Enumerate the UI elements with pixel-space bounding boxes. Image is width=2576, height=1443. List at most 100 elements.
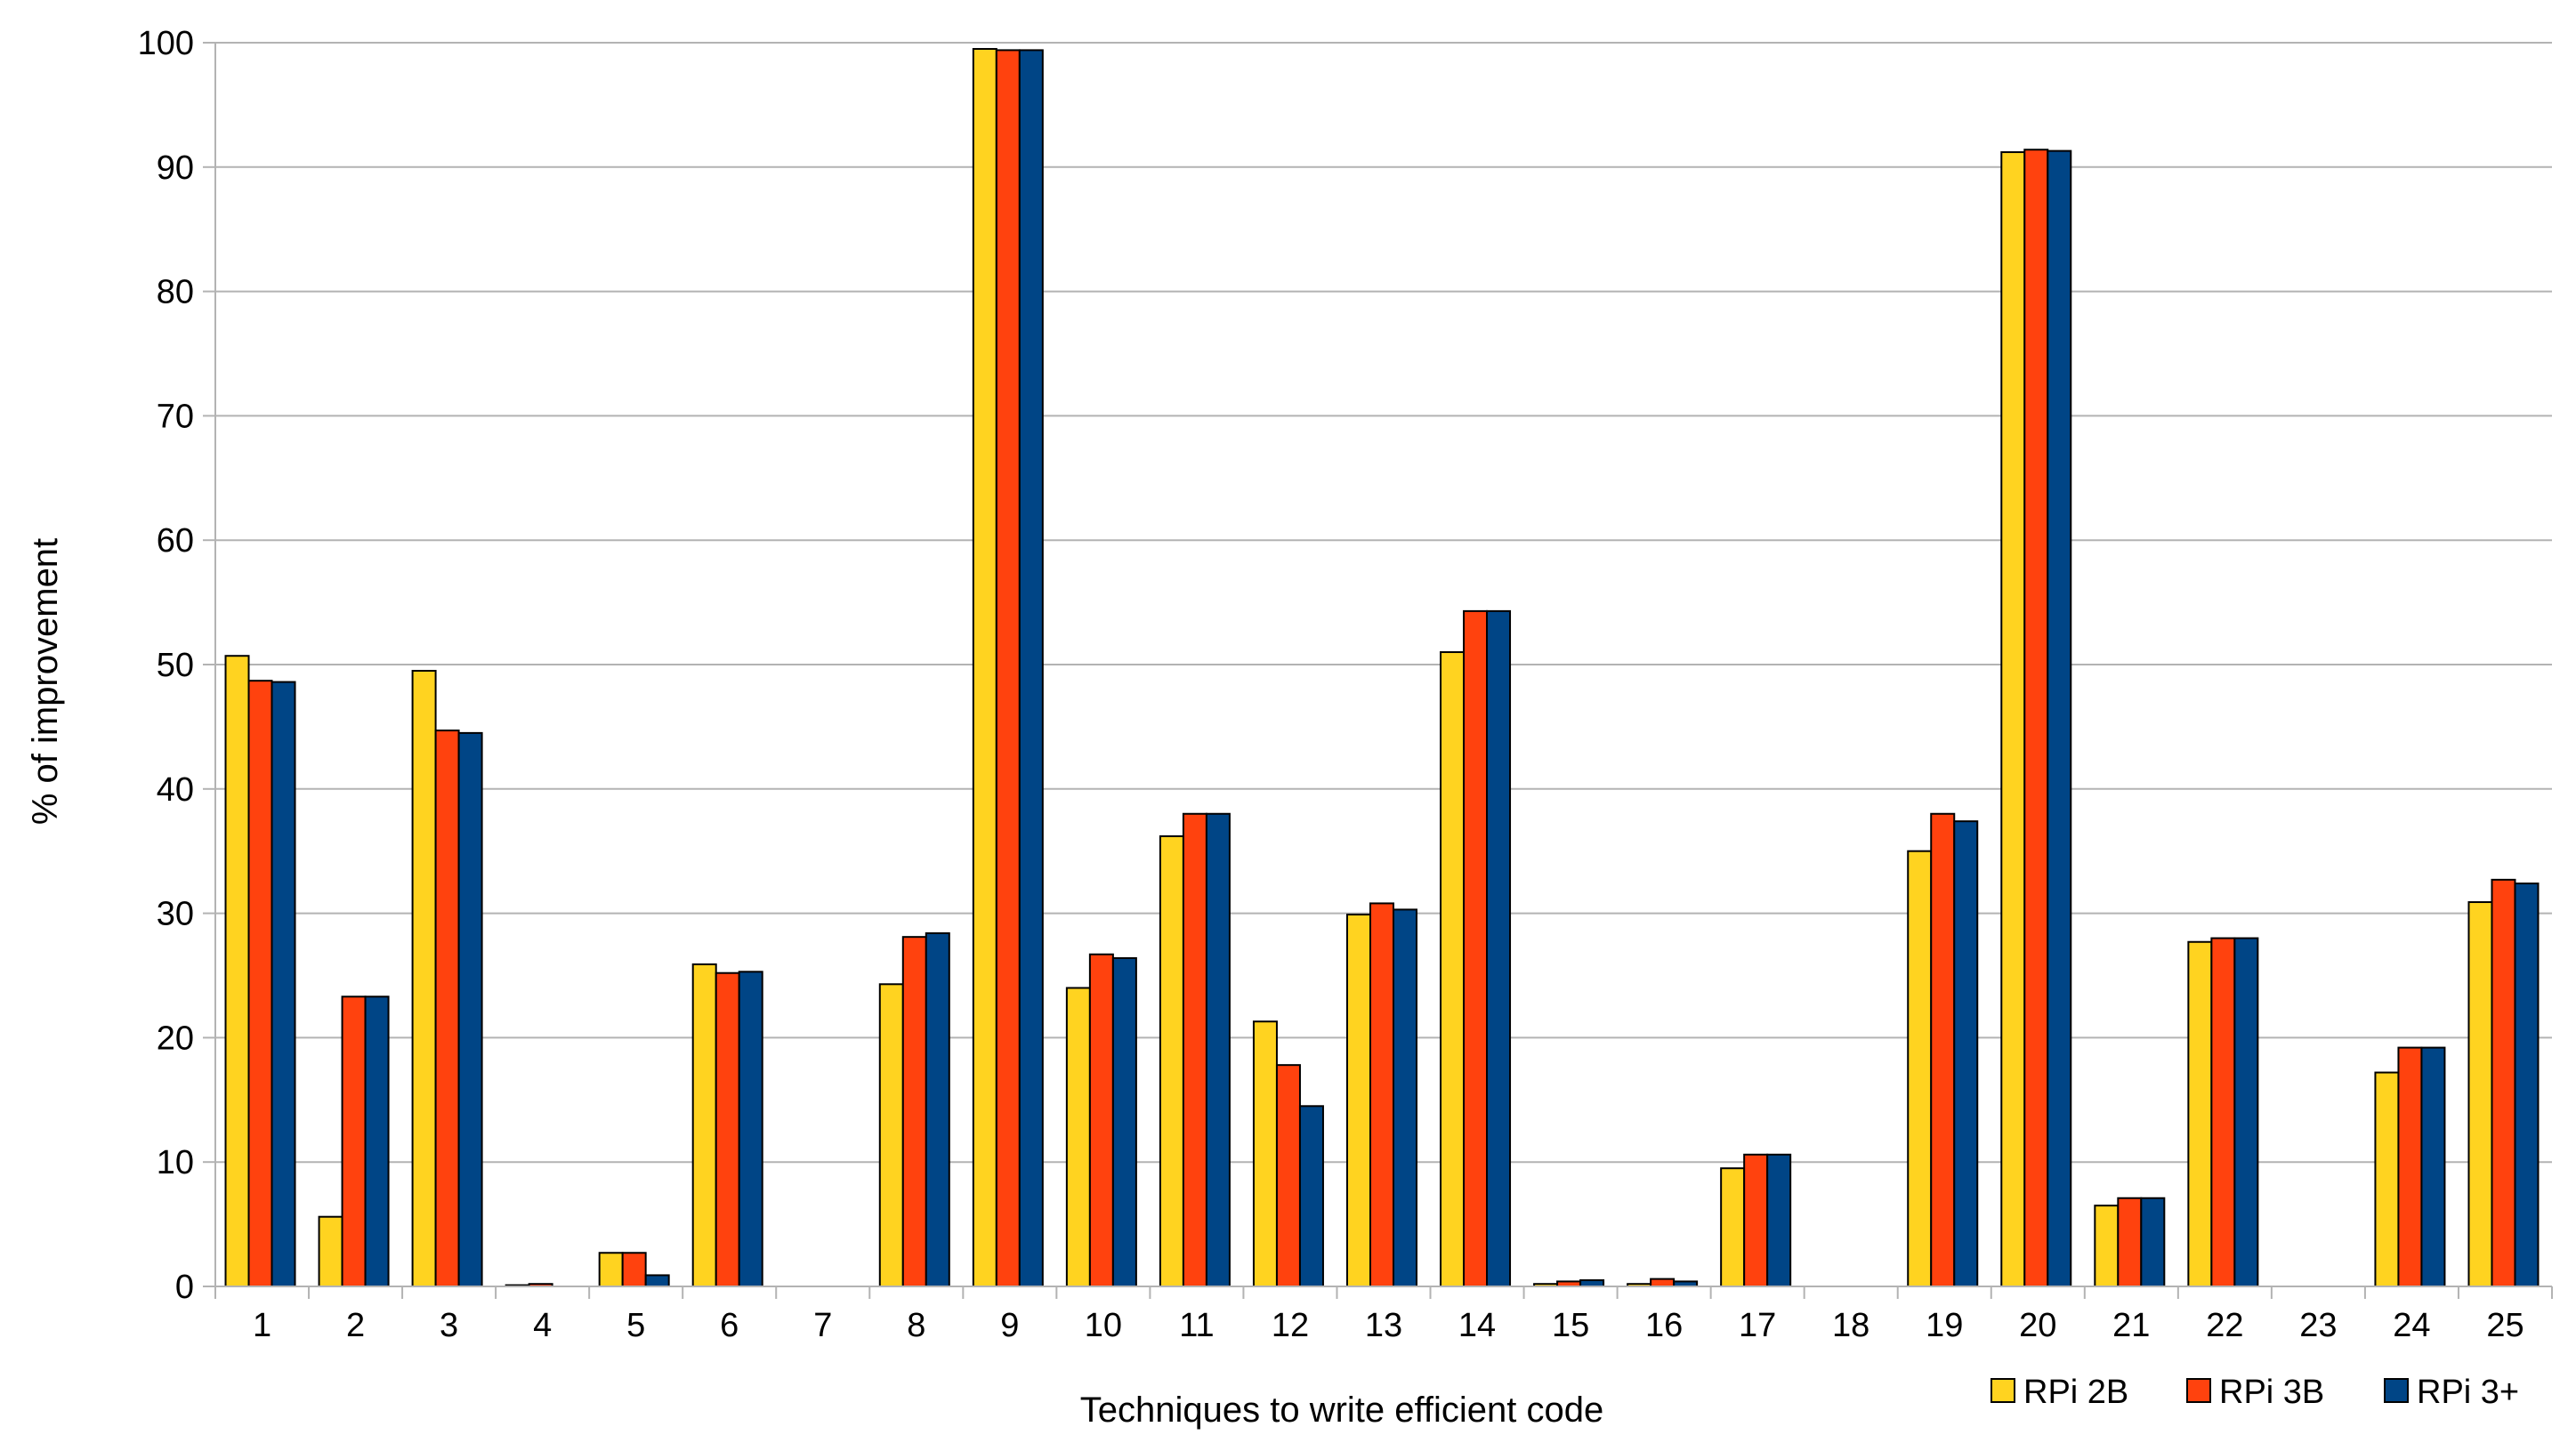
bar-rpi-3--2: [364, 996, 390, 1287]
bar-rpi-3b-14: [1463, 609, 1489, 1287]
bar-rpi-3b-1: [247, 680, 273, 1287]
bar-rpi-3--17: [1766, 1153, 1792, 1288]
x-tick-label: 25: [2486, 1307, 2524, 1344]
bar-rpi-2b-10: [1065, 987, 1091, 1287]
legend-swatch: [2186, 1378, 2211, 1403]
x-tick-label: 22: [2206, 1307, 2243, 1344]
bar-rpi-3b-17: [1743, 1153, 1769, 1288]
bar-rpi-2b-17: [1720, 1167, 1746, 1287]
bar-rpi-3b-19: [1930, 812, 1956, 1287]
legend-label: RPi 3+: [2417, 1374, 2519, 1411]
bar-rpi-2b-19: [1907, 850, 1933, 1287]
bar-rpi-2b-2: [318, 1215, 343, 1288]
bar-rpi-2b-11: [1159, 834, 1184, 1287]
y-tick-label: 70: [157, 398, 194, 435]
y-tick-label: 20: [157, 1020, 194, 1057]
bar-rpi-2b-3: [411, 669, 437, 1287]
bar-rpi-3--3: [457, 731, 483, 1287]
x-tick-label: 9: [1000, 1307, 1019, 1344]
bar-rpi-3b-16: [1650, 1278, 1676, 1288]
x-tick-label: 13: [1365, 1307, 1402, 1344]
bar-rpi-2b-14: [1440, 651, 1466, 1287]
bar-rpi-3--14: [1486, 609, 1512, 1287]
bar-rpi-3--22: [2233, 937, 2259, 1288]
x-tick-label: 6: [720, 1307, 739, 1344]
y-tick-label: 50: [157, 647, 194, 684]
axes: [214, 43, 2552, 1287]
bar-rpi-3b-9: [995, 49, 1021, 1288]
bar-rpi-3b-20: [2023, 149, 2049, 1287]
bar-rpi-3--20: [2047, 149, 2072, 1288]
bar-rpi-3b-10: [1088, 953, 1114, 1287]
bar-rpi-3b-6: [715, 971, 740, 1287]
legend-label: RPi 2B: [2023, 1374, 2128, 1411]
bar-rpi-3b-2: [341, 996, 367, 1287]
y-tick-label: 40: [157, 771, 194, 809]
x-tick-label: 16: [1645, 1307, 1683, 1344]
y-tick-label: 100: [138, 25, 194, 62]
bar-rpi-3--25: [2514, 883, 2540, 1287]
x-tick-label: 14: [1458, 1307, 1496, 1344]
bar-rpi-3b-11: [1182, 812, 1207, 1287]
bar-rpi-3--19: [1953, 820, 1979, 1287]
x-tick-label: 17: [1739, 1307, 1776, 1344]
bar-rpi-2b-9: [972, 47, 997, 1288]
x-tick-label: 24: [2393, 1307, 2430, 1344]
bar-rpi-3--10: [1111, 956, 1137, 1287]
bar-rpi-3--6: [738, 971, 763, 1288]
bar-rpi-3--5: [644, 1274, 670, 1287]
y-axis-title: % of improvement: [26, 538, 65, 825]
bar-rpi-2b-20: [2000, 151, 2026, 1287]
legend-swatch: [1991, 1378, 2015, 1403]
y-tick-label: 0: [175, 1269, 194, 1306]
bar-rpi-3b-8: [901, 936, 927, 1287]
bar-rpi-2b-22: [2187, 940, 2213, 1288]
bar-rpi-2b-12: [1252, 1020, 1278, 1287]
bar-rpi-3--15: [1579, 1279, 1605, 1288]
x-tick-label: 12: [1272, 1307, 1309, 1344]
legend: RPi 2B RPi 3B RPi 3+: [1991, 1374, 2519, 1411]
bar-rpi-3b-21: [2117, 1197, 2143, 1287]
bar-rpi-3--11: [1205, 812, 1231, 1287]
x-tick-label: 7: [813, 1307, 832, 1344]
bar-rpi-3b-3: [434, 730, 460, 1287]
bar-rpi-3--24: [2420, 1046, 2446, 1287]
x-axis-title: Techniques to write efficient code: [1080, 1391, 1604, 1430]
bar-rpi-2b-21: [2094, 1205, 2120, 1288]
bar-rpi-3--12: [1298, 1105, 1324, 1288]
bar-rpi-2b-24: [2374, 1071, 2400, 1287]
y-tick-label: 80: [157, 274, 194, 311]
x-tick-label: 23: [2299, 1307, 2337, 1344]
x-tick-label: 1: [253, 1307, 271, 1344]
x-tick-label: 8: [907, 1307, 925, 1344]
x-tick-label: 18: [1832, 1307, 1869, 1344]
bar-rpi-3b-12: [1275, 1064, 1301, 1287]
y-axis-ticks: 0 10 20 30 40 50 60 70 80 90 100: [138, 25, 215, 1306]
bar-rpi-2b-13: [1346, 913, 1371, 1288]
bar-rpi-2b-8: [878, 983, 904, 1287]
bar-rpi-3b-13: [1369, 902, 1394, 1288]
x-tick-label: 19: [1926, 1307, 1963, 1344]
y-tick-label: 10: [157, 1144, 194, 1181]
bar-rpi-3--13: [1393, 908, 1417, 1287]
y-tick-label: 90: [157, 149, 194, 187]
x-tick-label: 5: [626, 1307, 645, 1344]
bar-rpi-2b-6: [691, 963, 717, 1287]
legend-swatch: [2384, 1378, 2409, 1403]
x-tick-label: 20: [2019, 1307, 2056, 1344]
x-tick-label: 21: [2112, 1307, 2150, 1344]
bars: [224, 47, 2540, 1288]
bar-rpi-3--21: [2140, 1197, 2166, 1287]
bar-rpi-3b-22: [2210, 937, 2236, 1288]
bar-rpi-3--8: [925, 931, 950, 1288]
legend-label: RPi 3B: [2219, 1374, 2324, 1411]
x-tick-label: 10: [1085, 1307, 1122, 1344]
y-tick-label: 30: [157, 896, 194, 933]
x-tick-label: 11: [1179, 1307, 1214, 1344]
y-tick-label: 60: [157, 522, 194, 560]
bar-rpi-3b-25: [2491, 878, 2516, 1287]
x-tick-label: 2: [346, 1307, 365, 1344]
x-axis-ticks: 1 2 3 4 5 6 7 8 9 10 11 12 13 14 15 16 17 18 19 20 21 22 23 24 2…: [214, 1286, 2553, 1344]
